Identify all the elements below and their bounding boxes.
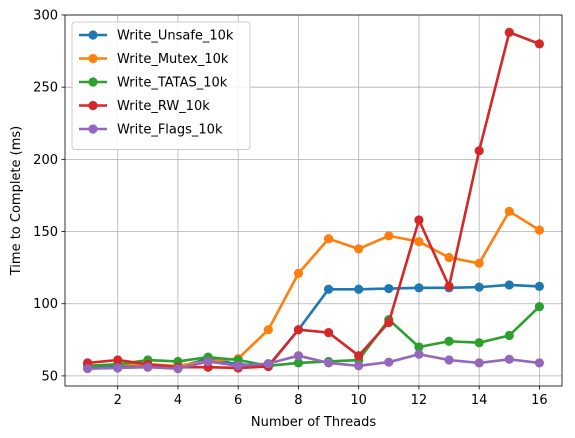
data-point [113,355,123,365]
data-point [293,358,304,368]
y-tick-label: 50 [41,369,58,384]
legend-item: Write_Mutex_10k [79,52,229,67]
legend-label: Write_Flags_10k [117,123,223,138]
x-tick-label: 4 [174,393,182,408]
data-point [263,325,273,335]
x-tick-label: 12 [411,393,428,408]
data-point [233,361,243,371]
data-point [474,258,484,268]
data-point [414,349,424,359]
data-point [293,325,304,335]
data-point [534,39,545,49]
data-point [504,280,514,290]
data-point [474,282,484,292]
y-tick-label: 250 [33,81,58,96]
legend-item: Write_Flags_10k [79,123,223,138]
legend-item: Write_RW_10k [79,99,210,114]
data-point [504,206,514,216]
x-tick-label: 16 [531,393,548,408]
series-line [86,31,541,370]
series-line [86,305,541,368]
data-point [354,361,364,371]
data-point [504,354,514,364]
data-point [414,283,424,293]
data-point [293,268,304,279]
data-point [474,358,484,368]
data-point [444,336,454,346]
legend: Write_Unsafe_10k Write_Mutex_10k Write_TAT… [71,21,251,150]
legend-swatch-marker [88,30,98,40]
data-point [534,358,545,368]
legend-swatch-marker [88,100,98,111]
x-tick-label: 10 [350,393,367,408]
x-tick-label: 8 [294,393,302,408]
data-point [384,317,394,328]
series-write-flags-10k [82,349,545,374]
data-point [444,355,454,365]
x-tick-label: 6 [234,393,242,408]
legend-label: Write_TATAS_10k [117,76,228,91]
data-point [323,358,334,368]
data-point [323,284,334,294]
data-point [323,327,334,338]
data-point [354,284,364,294]
legend-item: Write_TATAS_10k [79,76,228,91]
x-tick-label: 14 [471,393,488,408]
series-line [86,352,541,370]
data-point [293,351,304,361]
data-point [474,338,484,348]
series-line [86,283,541,369]
ticks: 2 4 6 8 10 12 14 16 50 100 150 200 250 300 [33,9,548,409]
data-point [354,351,364,361]
plot-frame [64,14,563,387]
data-point [354,244,364,254]
legend-label: Write_RW_10k [117,99,210,114]
data-point [444,252,454,263]
y-tick-label: 150 [33,225,58,240]
data-point [534,225,545,235]
legend-label: Write_Unsafe_10k [117,29,234,44]
data-point [173,364,183,374]
series-layer [82,27,545,374]
data-point [444,281,454,291]
data-point [414,215,424,225]
legend-swatch-marker [88,53,98,64]
data-point [414,342,424,352]
legend-swatch-marker [88,77,98,87]
data-point [534,302,545,312]
y-axis-label: Time to Complete (ms) [9,126,24,277]
y-tick-label: 100 [33,297,58,312]
legend-box [71,21,251,150]
y-tick-label: 200 [33,153,58,168]
data-point [384,357,394,367]
x-axis-label: Number of Threads [251,415,376,430]
data-point [143,362,153,372]
data-point [203,356,213,367]
data-point [384,283,394,294]
data-point [263,359,273,369]
data-point [82,364,93,374]
data-point [474,146,484,156]
x-tick-label: 2 [114,393,122,408]
data-point [113,363,123,373]
data-point [414,237,424,247]
legend-label: Write_Mutex_10k [117,52,229,67]
data-point [384,231,394,241]
data-point [504,27,514,37]
data-point [504,330,514,341]
legend-swatch-marker [88,124,98,134]
data-point [323,234,334,244]
data-point [534,281,545,291]
legend-item: Write_Unsafe_10k [79,29,234,44]
y-tick-label: 300 [33,9,58,24]
